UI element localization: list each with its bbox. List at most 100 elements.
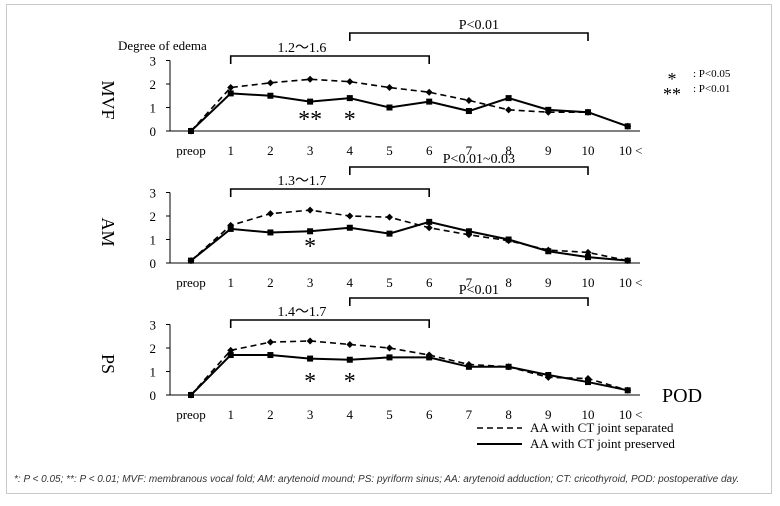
data-point-separated bbox=[386, 213, 393, 221]
x-tick-label: 2 bbox=[267, 143, 274, 158]
data-point-preserved bbox=[267, 92, 274, 99]
data-point-preserved bbox=[426, 98, 433, 105]
data-point-separated bbox=[465, 96, 473, 104]
data-point-preserved bbox=[346, 356, 353, 363]
data-point-separated bbox=[425, 224, 433, 232]
x-tick-label: 10 bbox=[582, 143, 595, 158]
data-point-separated bbox=[266, 338, 274, 346]
data-point-preserved bbox=[545, 106, 552, 113]
data-point-separated bbox=[425, 88, 433, 96]
x-tick-label: 4 bbox=[347, 143, 354, 158]
x-tick-label: 7 bbox=[466, 407, 473, 422]
x-tick-label: 10 < bbox=[619, 143, 643, 158]
bracket-label: P<0.01~0.03 bbox=[443, 152, 515, 167]
data-point-preserved bbox=[386, 104, 393, 111]
bracket-label: 1.4～1.7 bbox=[277, 305, 326, 320]
data-point-preserved bbox=[465, 363, 472, 370]
series-line-separated bbox=[190, 78, 628, 132]
legend-label: AA with CT joint preserved bbox=[530, 436, 675, 451]
data-point-preserved bbox=[426, 218, 433, 225]
x-tick-label: 4 bbox=[347, 407, 354, 422]
x-tick-label: 3 bbox=[307, 275, 314, 290]
x-tick-label: 8 bbox=[505, 407, 512, 422]
x-tick-label: 3 bbox=[307, 143, 314, 158]
series-line-separated bbox=[190, 209, 628, 262]
y-axis-title: Degree of edema bbox=[118, 38, 207, 53]
y-tick-label: 0 bbox=[150, 388, 157, 403]
y-tick-label: 1 bbox=[150, 101, 157, 116]
panel-label-ps: PS bbox=[98, 354, 118, 374]
data-point-preserved bbox=[545, 248, 552, 255]
data-point-preserved bbox=[545, 372, 552, 379]
y-tick-label: 0 bbox=[150, 124, 157, 139]
data-point-preserved bbox=[585, 379, 591, 386]
series-line-preserved bbox=[190, 220, 628, 262]
data-point-separated bbox=[346, 78, 354, 86]
x-tick-label: 8 bbox=[505, 143, 512, 158]
x-tick-label: 10 bbox=[582, 275, 595, 290]
data-point-preserved bbox=[465, 228, 472, 235]
data-point-preserved bbox=[267, 352, 274, 359]
data-point-preserved bbox=[505, 95, 512, 102]
data-point-separated bbox=[306, 206, 314, 214]
x-tick-label: 7 bbox=[466, 143, 473, 158]
x-tick-label: 7 bbox=[466, 275, 473, 290]
data-point-preserved bbox=[307, 98, 314, 105]
x-tick-label: 10 < bbox=[619, 407, 643, 422]
significance-bracket bbox=[349, 166, 589, 175]
x-tick-label: 10 < bbox=[619, 275, 643, 290]
data-point-preserved bbox=[624, 387, 631, 394]
data-point-preserved bbox=[386, 230, 393, 237]
significance-bracket bbox=[349, 297, 589, 306]
x-tick-label: 6 bbox=[426, 143, 433, 158]
data-point-preserved bbox=[307, 355, 314, 362]
significance-mark: * bbox=[344, 369, 356, 395]
bracket-label: P<0.01 bbox=[459, 283, 499, 298]
x-tick-label: 5 bbox=[386, 275, 393, 290]
x-tick-label: 4 bbox=[347, 275, 354, 290]
x-tick-label: 9 bbox=[545, 407, 552, 422]
significance-key-symbol: ** bbox=[663, 84, 681, 104]
data-point-preserved bbox=[188, 392, 194, 398]
data-point-separated bbox=[386, 84, 393, 92]
y-tick-label: 3 bbox=[150, 186, 157, 201]
data-point-preserved bbox=[188, 257, 194, 264]
data-point-preserved bbox=[465, 108, 472, 115]
data-point-preserved bbox=[346, 95, 353, 102]
data-point-preserved bbox=[227, 225, 234, 232]
series-line-preserved bbox=[190, 92, 629, 132]
data-point-separated bbox=[227, 84, 235, 92]
x-tick-label: 1 bbox=[227, 407, 234, 422]
data-point-preserved bbox=[624, 257, 631, 264]
significance-mark: * bbox=[344, 107, 356, 133]
x-tick-label: 2 bbox=[267, 275, 274, 290]
y-tick-label: 1 bbox=[150, 233, 157, 248]
panel-label-mvf: MVF bbox=[98, 80, 118, 119]
y-tick-label: 2 bbox=[150, 77, 157, 92]
x-tick-label: preop bbox=[176, 143, 206, 158]
significance-key-text: : P<0.05 bbox=[693, 68, 731, 80]
x-tick-label: 6 bbox=[426, 407, 433, 422]
x-tick-label: preop bbox=[176, 275, 206, 290]
x-tick-label: 1 bbox=[227, 143, 234, 158]
x-tick-label: 6 bbox=[426, 275, 433, 290]
panel-label-am: AM bbox=[98, 217, 118, 246]
x-tick-label: 8 bbox=[505, 275, 512, 290]
data-point-separated bbox=[386, 344, 393, 352]
y-tick-label: 3 bbox=[150, 318, 157, 333]
significance-key-text: : P<0.01 bbox=[693, 83, 730, 95]
data-point-preserved bbox=[505, 236, 512, 243]
significance-bracket bbox=[229, 188, 430, 197]
x-tick-label: 9 bbox=[545, 143, 552, 158]
data-point-separated bbox=[306, 337, 314, 345]
data-point-separated bbox=[266, 210, 274, 218]
y-tick-label: 2 bbox=[150, 209, 157, 224]
data-point-separated bbox=[346, 212, 354, 220]
x-tick-label: 10 bbox=[582, 407, 595, 422]
data-point-preserved bbox=[426, 354, 433, 361]
data-point-separated bbox=[346, 340, 354, 348]
significance-mark: * bbox=[304, 369, 316, 395]
significance-key-symbol: * bbox=[668, 69, 677, 89]
